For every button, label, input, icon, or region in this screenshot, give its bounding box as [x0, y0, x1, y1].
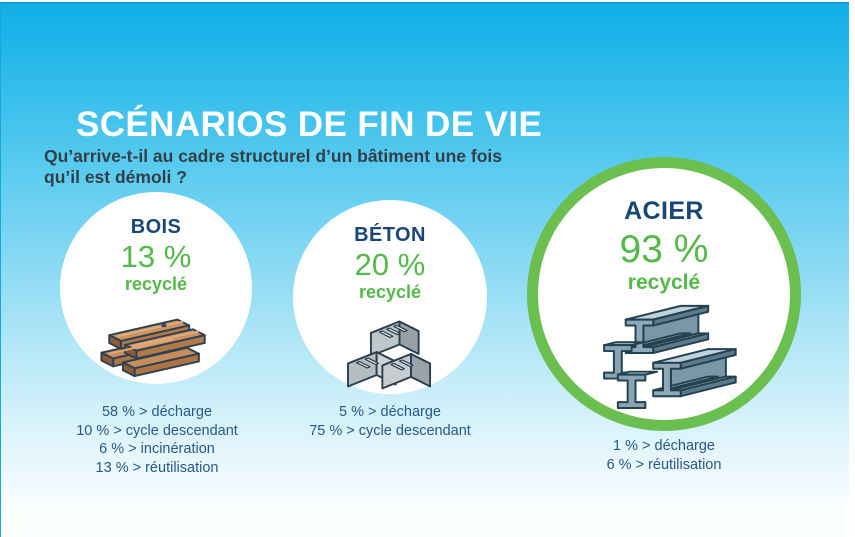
wood-planks-icon — [98, 304, 214, 380]
breakdown-list-beton: 5 % > décharge 75 % > cycle descendant — [249, 403, 531, 440]
material-card-acier: ACIER 93 % recyclé — [527, 157, 801, 431]
breakdown-item: 13 % > réutilisation — [95, 459, 219, 476]
concrete-blocks-icon — [338, 312, 442, 396]
breakdown-item: 75 % > cycle descendant — [309, 422, 471, 439]
recycled-label: recyclé — [124, 273, 188, 294]
breakdown-item: 5 % > décharge — [339, 404, 441, 420]
material-name: BÉTON — [354, 224, 426, 246]
recycled-percent: 20 % — [354, 247, 426, 282]
recycled-label: recyclé — [358, 281, 422, 302]
breakdown-item: 6 % > réutilisation — [606, 456, 722, 473]
page-subtitle: Qu’arrive-t-il au cadre structurel d’un … — [44, 145, 502, 187]
page-title: SCÉNARIOS DE FIN DE VIE — [76, 105, 543, 145]
breakdown-list-bois: 58 % > décharge 10 % > cycle descendant … — [16, 403, 298, 477]
recycled-percent: 93 % — [619, 227, 709, 271]
material-name: ACIER — [624, 197, 704, 225]
breakdown-item: 1 % > décharge — [613, 438, 715, 454]
recycled-percent: 13 % — [120, 239, 192, 274]
material-card-beton: BÉTON 20 % recyclé — [293, 200, 487, 394]
recycled-label: recyclé — [627, 271, 701, 295]
steel-beams-icon — [590, 299, 738, 410]
material-name: BOIS — [130, 216, 182, 238]
breakdown-item: 58 % > décharge — [101, 404, 213, 420]
breakdown-item: 6 % > incinération — [99, 441, 215, 457]
breakdown-list-acier: 1 % > décharge 6 % > réutilisation — [523, 437, 805, 474]
breakdown-item: 10 % > cycle descendant — [76, 422, 238, 439]
material-card-bois: BOIS 13 % recyclé — [60, 192, 252, 384]
